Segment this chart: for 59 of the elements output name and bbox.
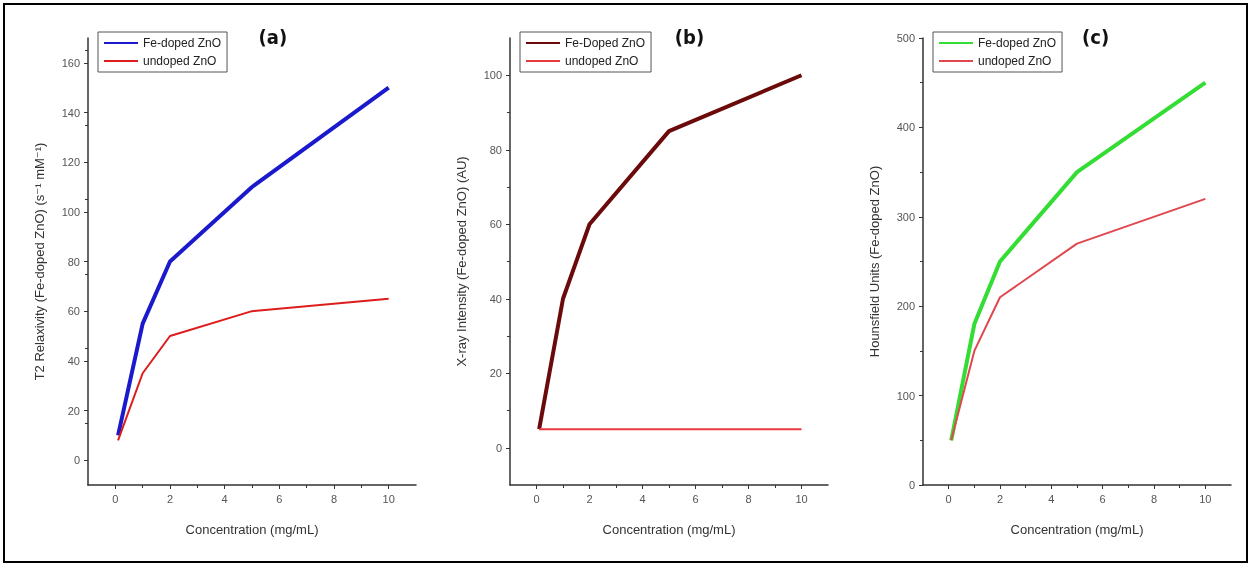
y-tick-label: 0 bbox=[908, 479, 915, 491]
chart-title: (a) bbox=[258, 25, 288, 49]
y-tick-label: 0 bbox=[73, 454, 80, 467]
x-tick-label: 8 bbox=[1150, 492, 1158, 505]
legend-label: undoped ZnO bbox=[565, 54, 639, 68]
y-tick-label: 100 bbox=[896, 389, 915, 402]
x-tick-label: 10 bbox=[382, 492, 395, 505]
y-tick-label: 80 bbox=[67, 255, 80, 268]
x-tick-label: 4 bbox=[639, 492, 646, 505]
y-tick-label: 500 bbox=[896, 32, 915, 44]
y-tick-label: 20 bbox=[489, 367, 502, 380]
line-series bbox=[537, 73, 804, 432]
y-tick-label: 60 bbox=[489, 218, 502, 231]
y-tick-label: 60 bbox=[67, 305, 80, 318]
x-tick-label: 8 bbox=[330, 492, 338, 505]
y-axis-title: X-ray Intensity (Fe-doped ZnO) (AU) bbox=[454, 156, 469, 367]
y-tick-label: 80 bbox=[489, 143, 502, 156]
y-tick-label: 100 bbox=[483, 69, 502, 82]
y-tick-label: 40 bbox=[489, 292, 502, 305]
line-series bbox=[950, 197, 1207, 442]
y-tick-label: 160 bbox=[61, 56, 80, 69]
y-tick-label: 140 bbox=[61, 106, 80, 119]
legend-label: Fe-Doped ZnO bbox=[565, 36, 646, 50]
legend-label: undoped ZnO bbox=[978, 54, 1052, 68]
y-tick-label: 300 bbox=[896, 210, 915, 223]
x-tick-label: 4 bbox=[1048, 492, 1055, 505]
y-tick-label: 0 bbox=[495, 441, 502, 454]
y-axis-title: T2 Relaxivity (Fe-doped ZnO) (s⁻¹ mM⁻¹) bbox=[32, 142, 47, 381]
x-tick-label: 10 bbox=[1199, 492, 1212, 505]
x-axis-title: Concentration (mg/mL) bbox=[1010, 522, 1144, 537]
line-series bbox=[117, 297, 390, 442]
x-tick-label: 4 bbox=[221, 492, 228, 505]
x-axis-title: Concentration (mg/mL) bbox=[602, 522, 736, 537]
chart-title: (c) bbox=[1082, 25, 1110, 49]
x-tick-label: 6 bbox=[1099, 492, 1106, 505]
y-tick-label: 40 bbox=[67, 354, 80, 367]
line-series bbox=[949, 80, 1208, 443]
x-tick-label: 6 bbox=[276, 492, 283, 505]
y-tick-label: 120 bbox=[61, 156, 80, 169]
legend-label: Fe-doped ZnO bbox=[143, 36, 222, 50]
legend-label: Fe-doped ZnO bbox=[978, 36, 1057, 50]
x-tick-label: 0 bbox=[112, 492, 119, 505]
line-series bbox=[116, 85, 391, 438]
x-tick-label: 0 bbox=[533, 492, 540, 505]
x-tick-label: 2 bbox=[586, 492, 593, 505]
x-tick-label: 0 bbox=[945, 492, 952, 505]
y-tick-label: 20 bbox=[67, 404, 80, 417]
x-tick-label: 2 bbox=[996, 492, 1004, 505]
x-tick-label: 6 bbox=[692, 492, 699, 505]
y-tick-label: 200 bbox=[896, 300, 915, 313]
y-axis-title: Hounsfield Units (Fe-doped ZnO) bbox=[867, 165, 882, 358]
x-tick-label: 8 bbox=[745, 492, 752, 505]
y-tick-label: 400 bbox=[896, 121, 915, 134]
legend-label: undoped ZnO bbox=[143, 54, 217, 68]
y-tick-label: 100 bbox=[61, 205, 80, 218]
x-tick-label: 10 bbox=[795, 492, 808, 505]
x-tick-label: 2 bbox=[166, 492, 174, 505]
chart-title: (b) bbox=[674, 25, 705, 49]
x-axis-title: Concentration (mg/mL) bbox=[185, 522, 319, 537]
